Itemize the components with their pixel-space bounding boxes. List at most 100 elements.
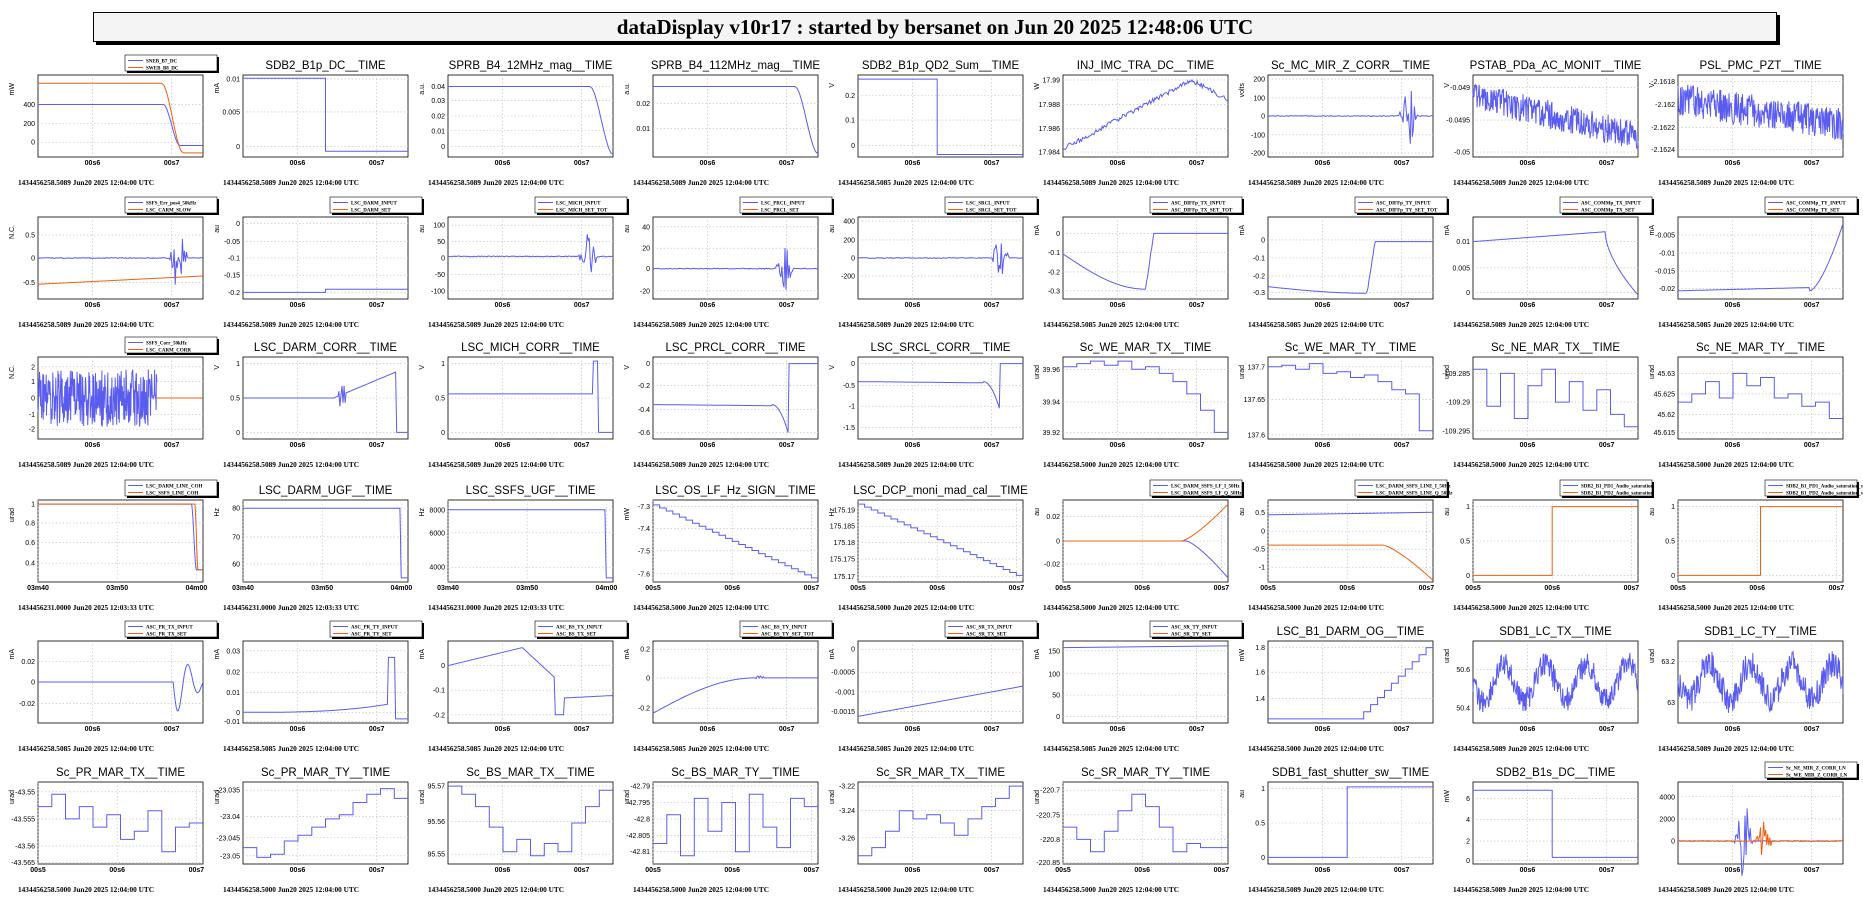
panel: urad 03m40 03m50 04m00 1 0.8 0.6 0.4 LSC_DARM_LI… <box>9 479 219 612</box>
legend-box <box>1764 196 1858 214</box>
y-tick-label: -42.805 <box>626 833 650 840</box>
x-tick-label: 00s6 <box>495 302 511 309</box>
legend-box <box>534 620 628 638</box>
y-tick-label: 0 <box>851 361 855 368</box>
legend-label: ASC_PR_TY_SET <box>351 633 392 638</box>
series-line <box>37 238 204 285</box>
x-tick-label: 00s5 <box>645 585 661 592</box>
panel: LSC_DARM_CORR__TIME V 00s6 00s7 1 0.5 0 1434456… <box>214 342 409 469</box>
panel: N.C. 00s6 00s7 2 1 0 -1 -2 SSFS_Corr_50kHz LSC_CA… <box>9 336 219 469</box>
y-tick-label: 0.01 <box>636 126 650 133</box>
x-tick-label: 00s7 <box>779 726 795 733</box>
x-tick-label: 00s7 <box>164 442 180 449</box>
plot-frame <box>1472 216 1639 300</box>
x-tick-label: 00s6 <box>905 442 921 449</box>
series-line <box>858 363 1023 409</box>
y-tick-label: 8000 <box>429 507 445 514</box>
y-tick-label: 2 <box>31 364 35 371</box>
series-line <box>1678 372 1843 419</box>
legend-label: ASC_COMMp_TX_INPUT <box>1581 202 1641 207</box>
x-tick-label: 00s7 <box>574 160 590 167</box>
time-footer: 1434456258.5000 Jun20 2025 12:04:00 UTC <box>838 603 974 612</box>
y-unit: N.C. <box>9 365 16 379</box>
y-unit: N.C. <box>9 225 16 239</box>
y-tick-label: -109.29 <box>1446 400 1470 407</box>
x-tick-label: 00s6 <box>1315 442 1331 449</box>
y-tick-label: -0.4 <box>638 407 650 414</box>
y-tick-label: 0.4 <box>25 561 35 568</box>
y-tick-label: 0 <box>236 710 240 717</box>
y-tick-label: 1.6 <box>1255 670 1265 677</box>
series-line <box>858 785 1023 857</box>
panel: au 00s5 00s6 00s7 1 0.5 0 SDB2_B1_PD1_Audio_sat… <box>1649 479 1863 612</box>
x-tick-label: 00s7 <box>1394 867 1410 874</box>
time-footer: 1434456258.5089 Jun20 2025 12:04:00 UTC <box>1453 885 1589 894</box>
time-footer: 1434456258.5000 Jun20 2025 12:04:00 UTC <box>1043 885 1179 894</box>
panel-title: LSC_OS_LF_Hz_SIGN__TIME <box>655 485 816 497</box>
y-tick-label: -0.001 <box>835 689 855 696</box>
y-tick-label: -0.2 <box>433 712 445 719</box>
y-tick-label: -1 <box>1259 565 1265 572</box>
y-tick-label: -0.1 <box>228 256 240 263</box>
panel: PSTAB_PDa_AC_MONIT__TIME V 00s6 00s7 -0.049 -… <box>1444 60 1642 187</box>
time-footer: 1434456258.5089 Jun20 2025 12:04:00 UTC <box>838 320 974 329</box>
x-tick-label: 04m00 <box>596 585 618 592</box>
x-tick-label: 00s6 <box>1544 585 1560 592</box>
y-tick-label: -42.81 <box>630 849 650 856</box>
x-tick-label: 00s7 <box>1189 726 1205 733</box>
y-tick-label: 0 <box>851 256 855 263</box>
panel-title: SDB2_B1s_DC__TIME <box>1496 767 1616 779</box>
legend-label: ASC_SR_TY_INPUT <box>1171 626 1218 631</box>
y-tick-label: 200 <box>843 237 855 244</box>
x-tick-label: 00s6 <box>1110 160 1126 167</box>
y-unit: mA <box>1239 225 1246 236</box>
x-tick-label: 00s6 <box>1725 302 1741 309</box>
y-unit: Hz <box>829 508 836 517</box>
series-line <box>1268 90 1434 144</box>
x-tick-label: 00s5 <box>645 867 661 874</box>
series-line <box>37 275 204 285</box>
series-line <box>243 788 408 858</box>
y-tick-label: 1 <box>1261 786 1265 793</box>
x-tick-label: 00s5 <box>1670 585 1686 592</box>
y-tick-label: 0.02 <box>226 670 240 677</box>
y-tick-label: 0 <box>236 144 240 151</box>
x-tick-label: 00s7 <box>1189 302 1205 309</box>
panel-title: INJ_IMC_TRA_DC__TIME <box>1077 60 1215 72</box>
y-tick-label: 0 <box>441 256 445 263</box>
y-unit: a.u. <box>624 83 631 95</box>
time-footer: 1434456258.5089 Jun20 2025 12:04:00 UTC <box>18 178 154 187</box>
legend-label: SSFS_Err_pos4_50kHz <box>146 202 197 207</box>
time-footer: 1434456258.5089 Jun20 2025 12:04:00 UTC <box>18 460 154 469</box>
x-tick-label: 00s7 <box>1189 160 1205 167</box>
x-tick-label: 00s7 <box>1214 585 1230 592</box>
y-tick-label: 4000 <box>429 565 445 572</box>
y-tick-label: 0.1 <box>845 118 855 125</box>
legend-box <box>1559 479 1653 497</box>
y-tick-label: 1 <box>236 361 240 368</box>
x-tick-label: 00s7 <box>1804 302 1820 309</box>
y-tick-label: -3.24 <box>839 808 855 815</box>
x-tick-label: 00s6 <box>700 726 716 733</box>
x-tick-label: 00s7 <box>1599 160 1615 167</box>
y-tick-label: 0.04 <box>431 84 445 91</box>
x-tick-label: 00s7 <box>1189 442 1205 449</box>
x-tick-label: 00s5 <box>30 867 46 874</box>
x-tick-label: 00s7 <box>1419 585 1435 592</box>
y-tick-label: 40 <box>642 224 650 231</box>
y-tick-label: 400 <box>23 102 35 109</box>
x-tick-label: 00s6 <box>700 302 716 309</box>
y-tick-label: 0.6 <box>25 540 35 547</box>
y-tick-label: 0.2 <box>845 93 855 100</box>
y-tick-label: 95.55 <box>427 852 445 859</box>
series-line <box>243 656 408 720</box>
y-tick-label: 50 <box>437 239 445 246</box>
panel-title: Sc_BS_MAR_TX__TIME <box>466 767 595 779</box>
time-footer: 1434456258.5089 Jun20 2025 12:04:00 UTC <box>223 320 359 329</box>
series-line <box>1472 83 1639 149</box>
y-tick-label: -0.01 <box>224 719 240 726</box>
